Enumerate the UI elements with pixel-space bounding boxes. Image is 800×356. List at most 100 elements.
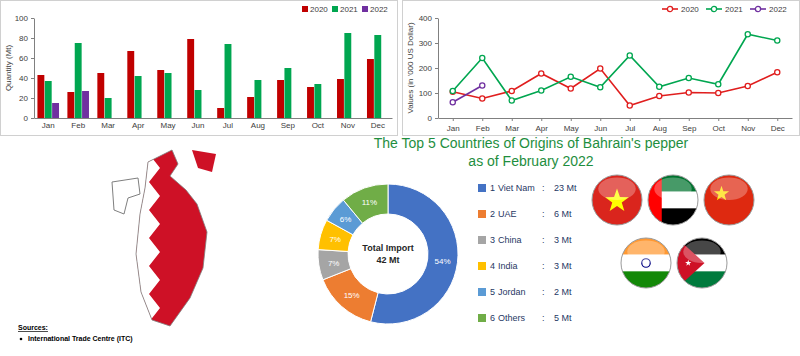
legend-quantity: 6 Mt — [554, 209, 572, 219]
tick-mark — [689, 118, 690, 121]
tick-mark — [31, 18, 34, 19]
legend-rank: 4 — [490, 261, 495, 271]
bar — [105, 98, 112, 118]
marker — [568, 86, 573, 91]
data-label: 15% — [344, 291, 360, 300]
bar — [307, 87, 314, 118]
tick-label: Dec — [371, 121, 385, 130]
tick: Oct — [312, 118, 325, 130]
legend-quantity: 23 Mt — [554, 183, 577, 193]
tick: Jun — [594, 118, 607, 133]
legend-quantity: 5 Mt — [554, 313, 572, 323]
flag — [677, 238, 727, 288]
flag-body — [621, 238, 671, 288]
legend-label: 2021 — [340, 5, 358, 14]
slice — [318, 250, 351, 280]
line — [453, 86, 483, 103]
bar — [165, 73, 172, 118]
marker — [539, 88, 544, 93]
bar-series — [45, 33, 381, 118]
bar — [247, 97, 254, 118]
flag-body — [592, 175, 642, 225]
bullet — [20, 338, 23, 341]
legend-quantity: 2 Mt — [554, 287, 572, 297]
marker — [745, 83, 750, 88]
legend-label: Jordan — [498, 287, 526, 297]
tick: Mar — [505, 118, 519, 133]
marker — [539, 71, 544, 76]
legend-separator: : — [542, 313, 545, 323]
flag-rim — [677, 238, 727, 288]
flag-rim — [621, 238, 671, 288]
tick-label: May — [564, 124, 579, 133]
tick-mark — [31, 98, 34, 99]
tick: Feb — [71, 118, 85, 130]
flag-star — [685, 260, 691, 266]
flag-gloss — [710, 178, 748, 201]
bar — [195, 90, 202, 118]
tick-label: 40 — [19, 74, 28, 83]
legend-label: 2020 — [310, 5, 328, 14]
tick-mark — [435, 43, 438, 44]
tick-mark — [31, 58, 34, 59]
tick-label: 400 — [419, 14, 433, 23]
flag-rim — [648, 175, 698, 225]
tick: Jan — [447, 118, 460, 133]
tick: Sep — [682, 118, 697, 133]
legend-quantity: 3 Mt — [554, 261, 572, 271]
tick-label: Oct — [713, 124, 726, 133]
legend-label: Others — [498, 313, 526, 323]
center-total: 42 Mt — [376, 255, 399, 265]
legend-rank: 1 — [490, 183, 495, 193]
bar — [82, 91, 89, 118]
line-series — [450, 83, 485, 105]
sources: Sources:International Trade Centre (ITC) — [18, 324, 133, 343]
legend-separator: : — [542, 209, 545, 219]
marker — [480, 83, 485, 88]
bar — [284, 68, 291, 118]
legend-label: China — [498, 235, 522, 245]
tick-label: 60 — [19, 54, 28, 63]
legend-entry: 2022 — [362, 5, 388, 14]
legend-swatch — [478, 262, 486, 270]
tick: 20 — [19, 94, 34, 103]
tick: Jun — [192, 118, 205, 130]
bar — [75, 43, 82, 118]
flag-rim — [592, 175, 642, 225]
tick: Jul — [223, 118, 233, 130]
flag-body — [704, 175, 754, 225]
tick: May — [564, 118, 579, 133]
legend: 1Viet Nam:23 Mt2UAE:6 Mt3China:3 Mt4Indi… — [478, 183, 577, 323]
marker — [509, 88, 514, 93]
marker — [480, 96, 485, 101]
y-axis: 0100200300400 — [419, 14, 439, 123]
tick-label: Feb — [71, 121, 85, 130]
bar — [97, 73, 104, 118]
tick: 80 — [19, 34, 34, 43]
legend-separator: : — [542, 287, 545, 297]
chart-panel: 0100200300400JanFebMarAprMayJunJulAugSep… — [403, 1, 800, 136]
tick-label: Aug — [653, 124, 667, 133]
flag-body — [677, 238, 727, 288]
tick-label: 100 — [15, 14, 29, 23]
bar — [344, 33, 351, 118]
tick-label: Feb — [476, 124, 490, 133]
bar — [217, 108, 224, 118]
donut-chart: The Top 5 Countries of Origins of Bahrai… — [318, 135, 689, 324]
bar-series — [52, 91, 89, 118]
tick: 40 — [19, 74, 34, 83]
tick-label: 0 — [428, 114, 433, 123]
tick: Mar — [101, 118, 115, 130]
bar — [374, 35, 381, 118]
title: The Top 5 Countries of Origins of Bahrai… — [374, 135, 689, 151]
tick-mark — [748, 118, 749, 121]
legend-swatch — [478, 236, 486, 244]
marker — [716, 90, 721, 95]
tick: 0 — [428, 114, 438, 123]
tick-label: Jul — [625, 124, 635, 133]
flag-part — [704, 175, 754, 225]
tick-mark — [435, 18, 438, 19]
bar — [127, 51, 134, 118]
tick-mark — [31, 118, 34, 119]
y-axis-title: Quantity (Mt) — [4, 45, 13, 92]
